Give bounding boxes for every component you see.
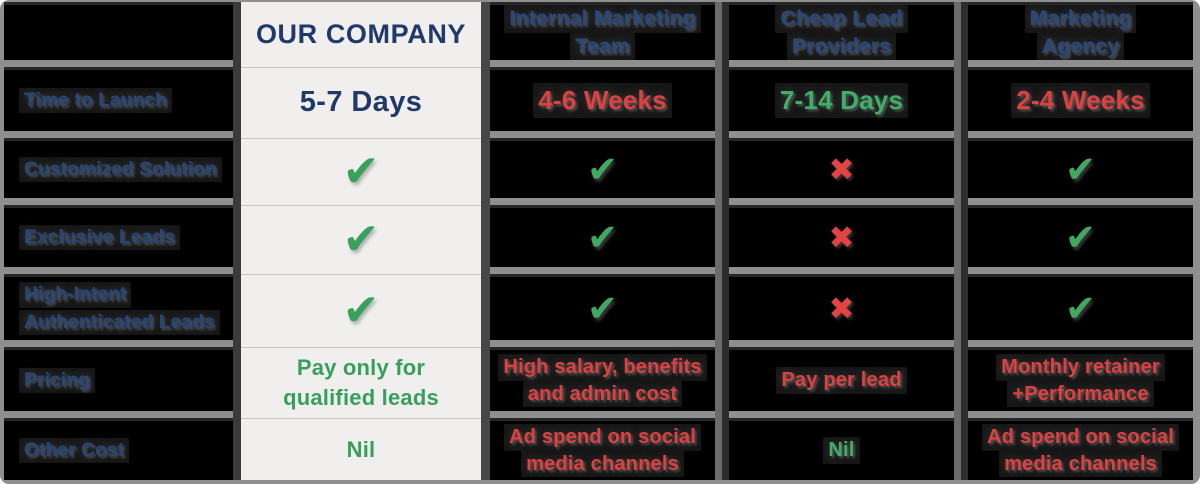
header-label: Marketing bbox=[1024, 4, 1137, 33]
row-label-cell: Pricing bbox=[4, 347, 233, 411]
value-text: 7-14 Days bbox=[774, 83, 909, 118]
value-text: Nil bbox=[823, 437, 860, 464]
row-label: Authenticated Leads bbox=[19, 309, 220, 335]
value-text: 5-7 Days bbox=[299, 86, 423, 119]
value-cell: ✔ bbox=[968, 274, 1193, 340]
value-cell: 5-7 Days bbox=[241, 67, 481, 138]
check-icon: ✔ bbox=[586, 149, 618, 190]
value-cell: High salary, benefits and admin cost bbox=[490, 347, 715, 411]
value-text: Nil bbox=[346, 436, 376, 462]
header-cell-internal-marketing-team: Internal Marketing Team bbox=[490, 2, 715, 61]
row-label: Pricing bbox=[19, 367, 95, 394]
value-text: Pay only for bbox=[296, 355, 426, 381]
header-label: Internal Marketing bbox=[504, 4, 701, 33]
value-text: media channels bbox=[521, 450, 684, 477]
value-cell: Ad spend on social media channels bbox=[490, 418, 715, 480]
value-text: qualified leads bbox=[283, 385, 439, 410]
check-icon: ✔ bbox=[1064, 149, 1096, 190]
row-label: High-Intent bbox=[19, 282, 132, 308]
row-label-cell: Exclusive Leads bbox=[4, 205, 233, 267]
value-cell: Nil bbox=[729, 418, 954, 480]
row-label-cell: Time to Launch bbox=[4, 67, 233, 131]
value-cell: Nil bbox=[241, 418, 481, 480]
column-marketing-agency: Marketing Agency 2-4 Weeks ✔ ✔ ✔ Monthly retai… bbox=[968, 2, 1193, 480]
header-label: Providers bbox=[786, 32, 897, 61]
value-text: Monthly retainer bbox=[996, 354, 1165, 381]
value-cell: Ad spend on social media channels bbox=[968, 418, 1193, 480]
row-label-cell: Other Cost bbox=[4, 418, 233, 480]
value-text: and admin cost bbox=[522, 380, 683, 407]
column-internal-marketing-team: Internal Marketing Team 4-6 Weeks ✔ ✔ ✔ High s… bbox=[490, 2, 715, 480]
value-cell: ✔ bbox=[241, 274, 481, 347]
header-label: OUR COMPANY bbox=[255, 18, 467, 49]
cross-icon: ✖ bbox=[828, 291, 855, 326]
column-our-company: OUR COMPANY 5-7 Days ✔ ✔ ✔ Pay only for qualif… bbox=[241, 2, 481, 480]
value-text: 2-4 Weeks bbox=[1011, 83, 1150, 118]
cross-icon: ✖ bbox=[828, 220, 855, 255]
check-icon: ✔ bbox=[586, 217, 618, 258]
header-cell-marketing-agency: Marketing Agency bbox=[968, 2, 1193, 61]
value-cell: ✔ bbox=[968, 205, 1193, 267]
value-cell: ✔ bbox=[490, 138, 715, 198]
row-label: Other Cost bbox=[19, 437, 130, 464]
column-divider bbox=[233, 2, 241, 480]
check-icon: ✔ bbox=[586, 288, 618, 329]
check-icon: ✔ bbox=[342, 215, 380, 264]
header-cell-our-company: OUR COMPANY bbox=[241, 2, 481, 67]
column-divider bbox=[481, 2, 490, 480]
check-icon: ✔ bbox=[1064, 288, 1096, 329]
header-cell-cheap-lead-providers: Cheap Lead Providers bbox=[729, 2, 954, 61]
value-text: Ad spend on social bbox=[504, 424, 701, 451]
value-cell: ✖ bbox=[729, 205, 954, 267]
value-cell: ✔ bbox=[490, 205, 715, 267]
value-cell: ✔ bbox=[241, 138, 481, 205]
check-icon: ✔ bbox=[342, 286, 380, 335]
row-label: Customized Solution bbox=[19, 156, 222, 183]
value-text: High salary, benefits bbox=[498, 354, 707, 381]
row-label: Exclusive Leads bbox=[19, 224, 180, 251]
header-label: Cheap Lead bbox=[775, 4, 908, 33]
header-cell-empty bbox=[4, 2, 233, 60]
value-cell: 7-14 Days bbox=[729, 67, 954, 131]
value-cell: ✔ bbox=[968, 138, 1193, 198]
header-label: Team bbox=[570, 32, 635, 61]
check-icon: ✔ bbox=[342, 147, 380, 196]
row-label-cell: High-Intent Authenticated Leads bbox=[4, 274, 233, 340]
column-divider bbox=[954, 2, 968, 480]
value-cell: ✖ bbox=[729, 138, 954, 198]
column-divider bbox=[715, 2, 729, 480]
row-label: Time to Launch bbox=[19, 87, 172, 114]
value-cell: 4-6 Weeks bbox=[490, 67, 715, 131]
value-text: 4-6 Weeks bbox=[533, 83, 672, 118]
value-cell: ✔ bbox=[241, 205, 481, 274]
value-cell: Pay per lead bbox=[729, 347, 954, 411]
value-cell: Monthly retainer +Performance bbox=[968, 347, 1193, 411]
value-text: Pay per lead bbox=[776, 367, 907, 394]
value-cell: ✖ bbox=[729, 274, 954, 340]
header-label: Agency bbox=[1036, 32, 1125, 61]
value-cell: Pay only for qualified leads bbox=[241, 347, 481, 418]
check-icon: ✔ bbox=[1064, 217, 1096, 258]
row-label-cell: Customized Solution bbox=[4, 138, 233, 198]
column-cheap-lead-providers: Cheap Lead Providers 7-14 Days ✖ ✖ ✖ Pay per l… bbox=[729, 2, 954, 480]
cross-icon: ✖ bbox=[828, 152, 855, 187]
value-text: +Performance bbox=[1007, 380, 1154, 407]
value-text: media channels bbox=[999, 450, 1162, 477]
value-text: Ad spend on social bbox=[982, 424, 1179, 451]
value-cell: 2-4 Weeks bbox=[968, 67, 1193, 131]
feature-column: Time to Launch Customized Solution Exclusi… bbox=[4, 2, 233, 480]
value-cell: ✔ bbox=[490, 274, 715, 340]
